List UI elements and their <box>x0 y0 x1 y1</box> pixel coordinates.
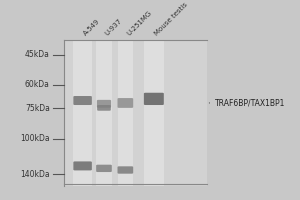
FancyBboxPatch shape <box>144 40 164 186</box>
FancyBboxPatch shape <box>73 40 92 186</box>
Text: 140kDa: 140kDa <box>20 170 50 179</box>
Text: 100kDa: 100kDa <box>20 134 50 143</box>
Text: U-937: U-937 <box>104 18 123 37</box>
Text: 60kDa: 60kDa <box>25 80 50 89</box>
FancyBboxPatch shape <box>96 40 112 186</box>
FancyBboxPatch shape <box>144 93 164 105</box>
Text: Mouse testis: Mouse testis <box>154 1 189 37</box>
FancyBboxPatch shape <box>118 98 133 108</box>
Text: U-251MG: U-251MG <box>125 10 152 37</box>
FancyBboxPatch shape <box>96 165 112 172</box>
Text: A-549: A-549 <box>82 18 101 37</box>
Text: 75kDa: 75kDa <box>25 104 50 113</box>
FancyBboxPatch shape <box>118 166 133 174</box>
FancyBboxPatch shape <box>64 40 207 186</box>
FancyBboxPatch shape <box>73 161 92 170</box>
Text: 45kDa: 45kDa <box>25 50 50 59</box>
FancyBboxPatch shape <box>97 105 111 111</box>
FancyBboxPatch shape <box>118 40 133 186</box>
FancyBboxPatch shape <box>97 100 111 108</box>
Text: TRAF6BP/TAX1BP1: TRAF6BP/TAX1BP1 <box>209 98 286 107</box>
FancyBboxPatch shape <box>73 96 92 105</box>
